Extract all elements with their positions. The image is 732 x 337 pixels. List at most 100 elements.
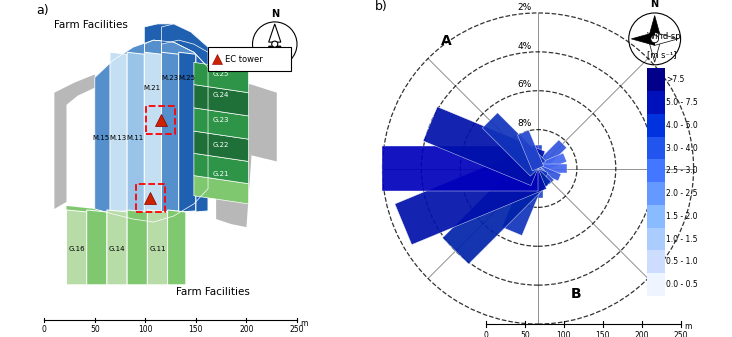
Polygon shape [536, 153, 546, 170]
Text: Farm Facilities: Farm Facilities [54, 20, 128, 30]
Bar [647, 182, 665, 205]
Text: >7.5: >7.5 [666, 75, 685, 84]
Text: 2.5 - 3.0: 2.5 - 3.0 [666, 166, 698, 175]
Text: G.25: G.25 [213, 71, 229, 78]
Text: G.23: G.23 [213, 117, 229, 123]
Polygon shape [194, 176, 248, 204]
Polygon shape [54, 74, 95, 209]
Polygon shape [649, 16, 661, 39]
Text: M.11: M.11 [127, 135, 144, 141]
Polygon shape [535, 167, 548, 188]
Polygon shape [649, 39, 661, 62]
Polygon shape [442, 155, 551, 264]
Polygon shape [231, 81, 277, 161]
Polygon shape [86, 210, 107, 285]
Text: 200: 200 [239, 325, 254, 334]
Polygon shape [395, 148, 547, 245]
Text: 1.5 - 2.0: 1.5 - 2.0 [666, 212, 698, 221]
Text: 0.0 - 0.5: 0.0 - 0.5 [666, 280, 698, 289]
FancyBboxPatch shape [208, 47, 291, 71]
Polygon shape [95, 40, 208, 222]
Bar [647, 91, 665, 114]
Text: 0.5 - 1.0: 0.5 - 1.0 [666, 257, 698, 266]
Text: 200: 200 [635, 331, 649, 337]
Circle shape [272, 41, 277, 47]
Text: 150: 150 [596, 331, 610, 337]
Polygon shape [144, 24, 208, 67]
Polygon shape [173, 42, 248, 204]
Polygon shape [162, 24, 208, 52]
Polygon shape [194, 153, 248, 184]
Polygon shape [127, 210, 147, 285]
Bar [647, 114, 665, 137]
Text: M.21: M.21 [144, 85, 161, 91]
Polygon shape [67, 210, 86, 285]
Text: G.16: G.16 [68, 246, 85, 252]
Text: 0: 0 [42, 325, 47, 334]
Polygon shape [383, 147, 538, 190]
Text: 100: 100 [138, 325, 152, 334]
Bar [647, 159, 665, 182]
Text: M.23: M.23 [161, 74, 178, 81]
Text: 150: 150 [189, 325, 203, 334]
Text: 50: 50 [90, 325, 100, 334]
Text: Wind sp: Wind sp [647, 32, 681, 41]
Text: G.14: G.14 [109, 246, 125, 252]
Polygon shape [482, 113, 545, 176]
Text: A: A [441, 34, 452, 49]
Text: 100: 100 [557, 331, 571, 337]
Text: G.24: G.24 [213, 92, 229, 98]
Text: 3.0 - 4.0: 3.0 - 4.0 [666, 144, 698, 153]
Bar [647, 227, 665, 250]
Text: G.22: G.22 [213, 142, 229, 148]
Text: 4%: 4% [518, 41, 531, 51]
Polygon shape [534, 140, 567, 173]
Text: m: m [300, 319, 307, 328]
Bar [647, 68, 665, 91]
Text: 250: 250 [673, 331, 688, 337]
Text: M.25: M.25 [179, 74, 195, 81]
Text: [m s⁻¹]: [m s⁻¹] [647, 50, 677, 59]
Text: 50: 50 [520, 331, 530, 337]
Polygon shape [162, 52, 179, 212]
Text: N: N [271, 9, 279, 19]
Polygon shape [179, 52, 196, 212]
Text: G.21: G.21 [213, 171, 229, 177]
Bar [647, 250, 665, 273]
Text: 2%: 2% [518, 3, 531, 12]
Text: Farm Facilities: Farm Facilities [176, 287, 250, 297]
Text: 1.0 - 1.5: 1.0 - 1.5 [666, 235, 698, 244]
Text: 6%: 6% [518, 81, 531, 89]
Polygon shape [631, 32, 654, 45]
Text: 2.0 - 2.5: 2.0 - 2.5 [666, 189, 698, 198]
Text: 5.0 - 7.5: 5.0 - 7.5 [666, 98, 698, 107]
Polygon shape [534, 168, 542, 198]
Polygon shape [534, 145, 542, 168]
Bar [647, 137, 665, 159]
Bar [647, 273, 665, 296]
Polygon shape [269, 24, 281, 42]
Polygon shape [536, 166, 554, 184]
Text: M.13: M.13 [109, 135, 127, 141]
Polygon shape [216, 148, 252, 227]
Text: 8%: 8% [518, 119, 531, 128]
Text: G.11: G.11 [149, 246, 165, 252]
Polygon shape [144, 52, 162, 212]
Polygon shape [537, 165, 561, 181]
Polygon shape [147, 210, 168, 285]
Text: 0: 0 [484, 331, 489, 337]
Text: EC tower: EC tower [225, 55, 263, 64]
Polygon shape [269, 46, 281, 64]
Polygon shape [538, 164, 567, 173]
Polygon shape [107, 210, 127, 285]
Text: N: N [651, 0, 659, 9]
Polygon shape [194, 108, 248, 139]
Polygon shape [196, 52, 208, 212]
Circle shape [651, 35, 659, 43]
Polygon shape [194, 62, 248, 93]
Polygon shape [654, 32, 678, 45]
Text: 4.0 - 5.0: 4.0 - 5.0 [666, 121, 698, 130]
Polygon shape [502, 164, 548, 236]
Polygon shape [168, 210, 186, 285]
Polygon shape [67, 206, 186, 285]
